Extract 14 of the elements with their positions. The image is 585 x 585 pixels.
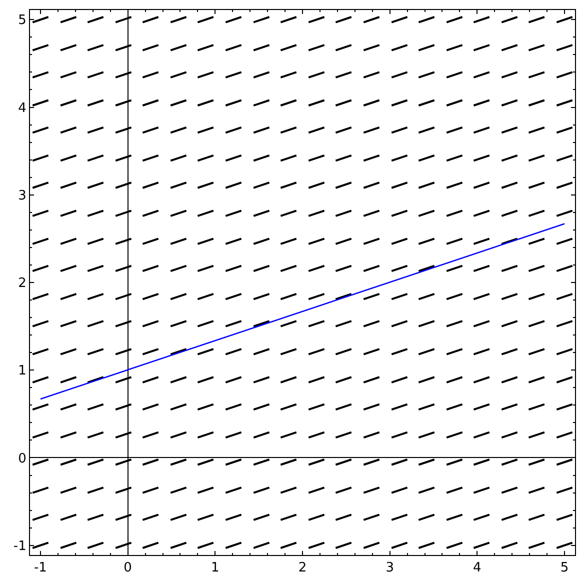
y-tick-label: 2 [18,276,26,292]
x-tick-label: 3 [386,560,394,576]
y-tick-label: 0 [18,451,26,466]
y-tick-label: -1 [13,538,26,554]
y-tick-label: 5 [18,13,26,28]
x-tick-label: -1 [34,560,47,576]
x-tick-label: 2 [298,560,307,576]
y-tick-label: 1 [18,364,26,379]
x-tick-label: 1 [211,560,220,576]
x-tick-label: 0 [124,560,132,576]
x-tick-label: 4 [473,560,482,576]
y-tick-label: 3 [18,188,26,204]
y-tick-label: 4 [18,100,26,116]
x-tick-label: 5 [560,560,569,576]
